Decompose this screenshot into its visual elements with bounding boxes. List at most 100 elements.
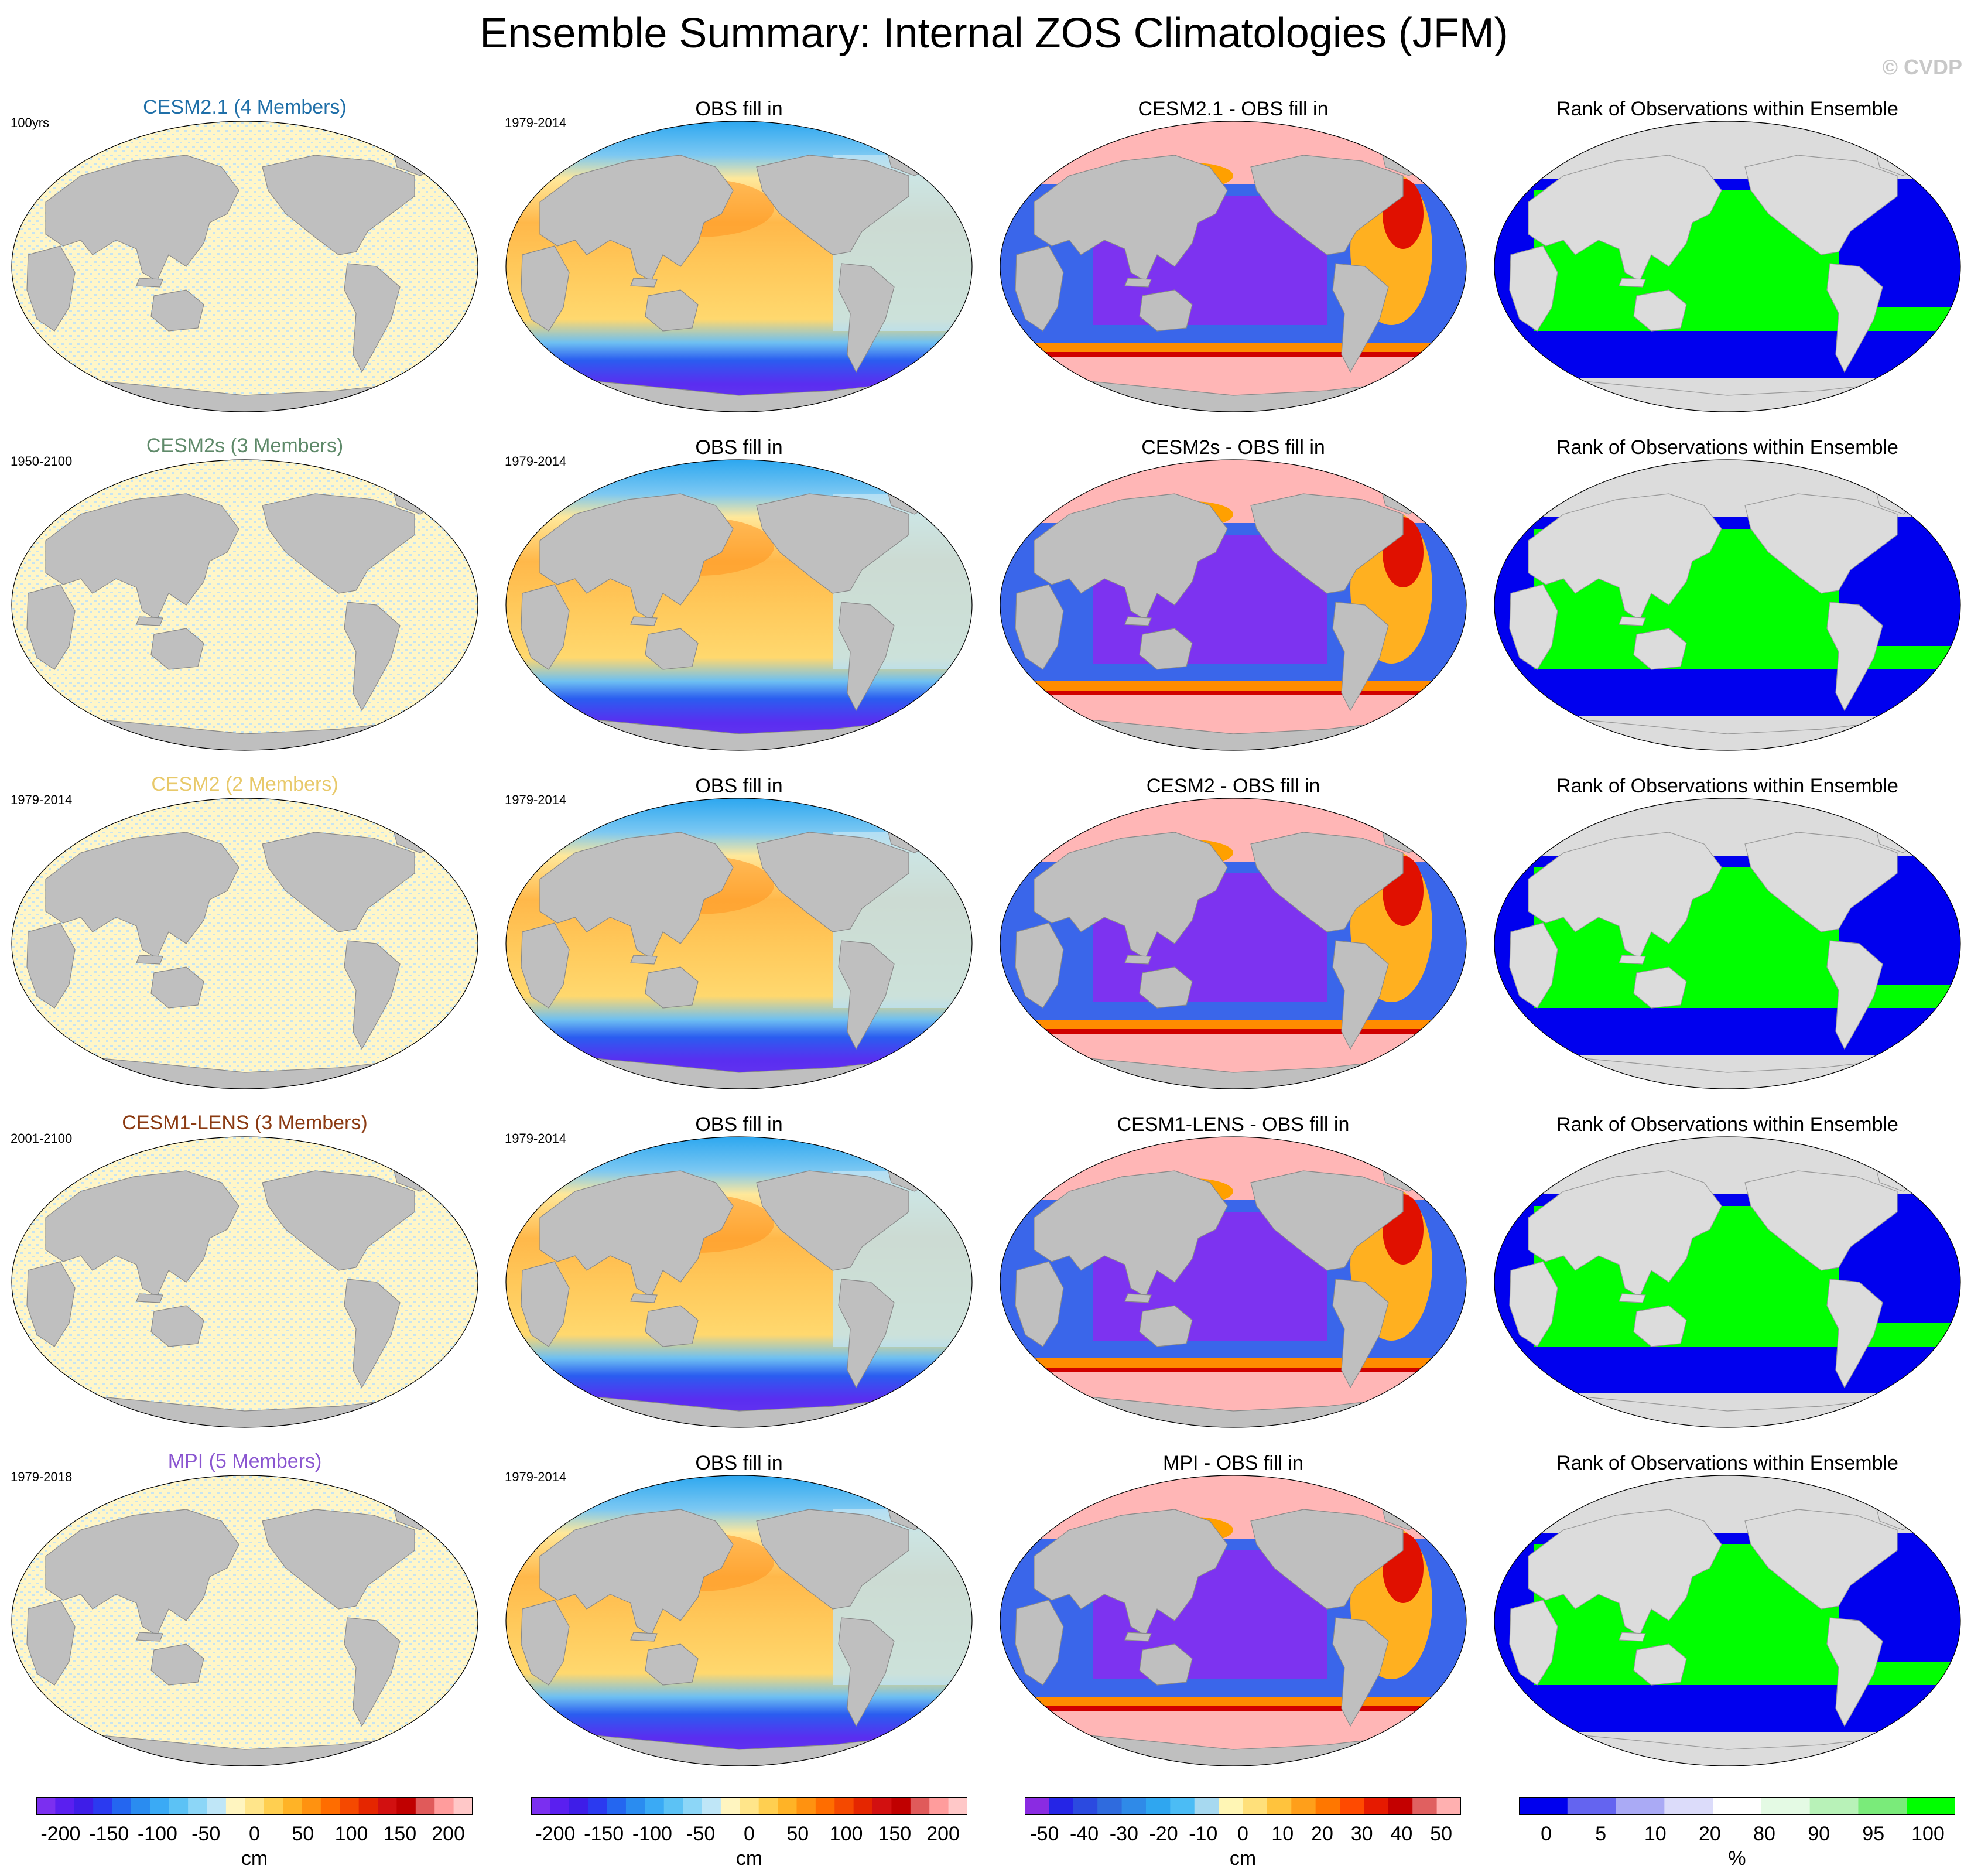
diff-colorbar-swatch xyxy=(1243,1797,1268,1815)
map-diff-row-1 xyxy=(1000,121,1467,412)
diff-colorbar-swatch xyxy=(1170,1797,1195,1815)
diff-colorbar-unit: cm xyxy=(1229,1847,1257,1870)
rank-colorbar-swatch xyxy=(1519,1797,1568,1815)
diff-colorbar-tick-label: -40 xyxy=(1070,1823,1099,1845)
diff-colorbar-tick-label: 0 xyxy=(1237,1823,1248,1845)
obs-colorbar-swatch xyxy=(625,1797,645,1815)
map-obs-row-3 xyxy=(505,798,973,1089)
diff-colorbar-swatch xyxy=(1219,1797,1243,1815)
rank-colorbar-swatch xyxy=(1809,1797,1859,1815)
diff-colorbar-swatch xyxy=(1073,1797,1098,1815)
obs-colorbar-swatch xyxy=(796,1797,816,1815)
obs-colorbar-swatch xyxy=(607,1797,627,1815)
obs-colorbar-swatch xyxy=(550,1797,570,1815)
obs-colorbar-tick-label: 150 xyxy=(878,1823,912,1845)
model-colorbar-swatch xyxy=(378,1797,397,1815)
obs-colorbar-tick-label: 50 xyxy=(786,1823,809,1845)
obs-period-row-4: 1979-2014 xyxy=(505,1131,567,1146)
diff-colorbar-swatch xyxy=(1364,1797,1389,1815)
obs-title-row-1: OBS fill in xyxy=(695,98,783,120)
map-rank-row-3 xyxy=(1494,798,1961,1089)
model-colorbar-tick-label: -50 xyxy=(191,1823,221,1845)
obs-title-row-5: OBS fill in xyxy=(695,1452,783,1474)
rank-colorbar-swatch xyxy=(1907,1797,1955,1815)
rank-colorbar-tick-label: 95 xyxy=(1862,1823,1885,1845)
diff-colorbar-tick-label: 30 xyxy=(1350,1823,1373,1845)
map-rank-row-4 xyxy=(1494,1136,1961,1428)
obs-colorbar-swatch xyxy=(929,1797,949,1815)
rank-title-row-4: Rank of Observations within Ensemble xyxy=(1556,1113,1898,1136)
map-obs-row-2 xyxy=(505,459,973,751)
map-diff-row-2 xyxy=(1000,459,1467,751)
map-rank-row-2 xyxy=(1494,459,1961,751)
diff-colorbar-swatch xyxy=(1388,1797,1413,1815)
diff-colorbar-swatch xyxy=(1121,1797,1147,1815)
diff-colorbar-tick-label: -30 xyxy=(1109,1823,1138,1845)
model-colorbar-swatch xyxy=(112,1797,132,1815)
model-period-row-4: 2001-2100 xyxy=(11,1131,73,1146)
diff-title-row-4: CESM1-LENS - OBS fill in xyxy=(1117,1113,1350,1136)
model-period-row-3: 1979-2014 xyxy=(11,792,73,807)
rank-colorbar-tick-label: 20 xyxy=(1699,1823,1721,1845)
obs-colorbar-swatch xyxy=(758,1797,778,1815)
model-colorbar-tick-label: 50 xyxy=(292,1823,314,1845)
model-colorbar-swatch xyxy=(396,1797,416,1815)
diff-colorbar-swatch xyxy=(1025,1797,1049,1815)
diff-title-row-2: CESM2s - OBS fill in xyxy=(1141,436,1325,459)
map-model-row-5 xyxy=(11,1475,478,1766)
model-colorbar-swatch xyxy=(131,1797,150,1815)
rank-colorbar-tick-label: 10 xyxy=(1644,1823,1667,1845)
obs-colorbar-swatch xyxy=(645,1797,665,1815)
obs-colorbar-swatch xyxy=(834,1797,854,1815)
obs-colorbar-swatch xyxy=(531,1797,550,1815)
model-title-row-3: CESM2 (2 Members) xyxy=(151,773,338,795)
model-colorbar-swatch xyxy=(36,1797,56,1815)
rank-title-row-3: Rank of Observations within Ensemble xyxy=(1556,775,1898,797)
model-colorbar-tick-label: 150 xyxy=(383,1823,417,1845)
diff-colorbar xyxy=(1025,1797,1461,1815)
obs-colorbar-tick-label: 200 xyxy=(926,1823,960,1845)
model-title-row-5: MPI (5 Members) xyxy=(167,1450,322,1472)
obs-colorbar-swatch xyxy=(720,1797,740,1815)
model-title-row-1: CESM2.1 (4 Members) xyxy=(143,96,347,118)
rank-colorbar-swatch xyxy=(1858,1797,1907,1815)
map-rank-row-1 xyxy=(1494,121,1961,412)
model-colorbar-swatch xyxy=(74,1797,94,1815)
model-colorbar-swatch xyxy=(302,1797,321,1815)
map-diff-row-4 xyxy=(1000,1136,1467,1428)
model-colorbar-tick-label: 0 xyxy=(249,1823,260,1845)
diff-colorbar-swatch xyxy=(1412,1797,1438,1815)
diff-title-row-1: CESM2.1 - OBS fill in xyxy=(1138,98,1329,120)
model-colorbar-swatch xyxy=(93,1797,113,1815)
map-model-row-4 xyxy=(11,1136,478,1428)
obs-colorbar-tick-label: -50 xyxy=(686,1823,716,1845)
diff-colorbar-swatch xyxy=(1291,1797,1316,1815)
map-obs-row-5 xyxy=(505,1475,973,1766)
obs-period-row-3: 1979-2014 xyxy=(505,792,567,807)
diff-title-row-5: MPI - OBS fill in xyxy=(1163,1452,1303,1474)
model-colorbar-swatch xyxy=(283,1797,302,1815)
model-colorbar-swatch xyxy=(434,1797,454,1815)
model-colorbar-swatch xyxy=(264,1797,283,1815)
model-colorbar-tick-label: 200 xyxy=(432,1823,465,1845)
rank-colorbar xyxy=(1519,1797,1955,1815)
diff-colorbar-tick-label: -10 xyxy=(1189,1823,1218,1845)
model-colorbar-swatch xyxy=(207,1797,227,1815)
diff-colorbar-swatch xyxy=(1194,1797,1219,1815)
rank-colorbar-tick-label: 80 xyxy=(1753,1823,1775,1845)
map-obs-row-1 xyxy=(505,121,973,412)
diff-colorbar-tick-label: -50 xyxy=(1030,1823,1059,1845)
obs-colorbar-tick-label: -100 xyxy=(632,1823,672,1845)
model-colorbar-unit: cm xyxy=(241,1847,268,1870)
model-colorbar-swatch xyxy=(169,1797,189,1815)
rank-colorbar-swatch xyxy=(1713,1797,1762,1815)
map-model-row-3 xyxy=(11,798,478,1089)
obs-colorbar-swatch xyxy=(702,1797,721,1815)
map-model-row-2 xyxy=(11,459,478,751)
diff-colorbar-tick-label: 40 xyxy=(1390,1823,1413,1845)
model-colorbar-swatch xyxy=(55,1797,75,1815)
model-colorbar-swatch xyxy=(340,1797,360,1815)
obs-colorbar-swatch xyxy=(891,1797,911,1815)
rank-colorbar-tick-label: 90 xyxy=(1808,1823,1830,1845)
diff-colorbar-swatch xyxy=(1145,1797,1171,1815)
